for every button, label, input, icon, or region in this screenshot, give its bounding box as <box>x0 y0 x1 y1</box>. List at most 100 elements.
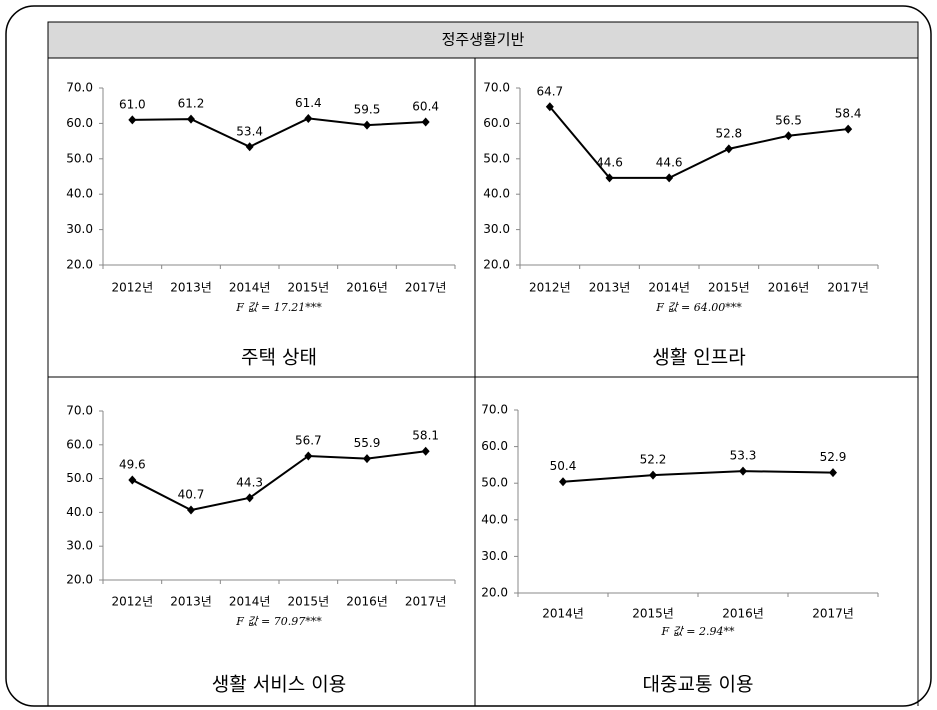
x-tick-label: 2012년 <box>112 595 154 609</box>
data-label: 40.7 <box>178 488 205 502</box>
marker <box>784 131 793 141</box>
y-tick-label: 60.0 <box>483 116 510 130</box>
data-label: 64.7 <box>536 84 563 98</box>
annotation: F 값 = 70.97*** <box>235 615 322 628</box>
x-tick-label: 2017년 <box>405 595 447 609</box>
y-tick-label: 40.0 <box>66 187 93 201</box>
marker <box>421 446 430 456</box>
y-tick-label: 30.0 <box>481 549 508 563</box>
y-tick-label: 50.0 <box>481 476 508 490</box>
y-tick-label: 60.0 <box>66 116 93 130</box>
y-tick-label: 40.0 <box>481 512 508 526</box>
data-label: 49.6 <box>119 457 146 471</box>
annotation: F 값 = 17.21*** <box>235 301 322 314</box>
y-tick-label: 20.0 <box>483 258 510 272</box>
data-label: 61.2 <box>178 97 205 111</box>
y-tick-label: 50.0 <box>66 151 93 165</box>
annotation: F 값 = 2.94** <box>661 625 735 638</box>
y-tick-label: 40.0 <box>66 505 93 519</box>
y-tick-label: 20.0 <box>481 586 508 600</box>
x-tick-label: 2014년 <box>542 607 584 621</box>
x-tick-label: 2017년 <box>812 607 854 621</box>
x-tick-label: 2015년 <box>288 281 330 295</box>
y-tick-label: 50.0 <box>483 151 510 165</box>
x-tick-label: 2015년 <box>632 607 674 621</box>
marker <box>844 124 853 134</box>
data-label: 52.8 <box>715 126 742 140</box>
data-label: 61.4 <box>295 96 322 110</box>
data-label: 58.1 <box>412 429 439 443</box>
line <box>132 117 426 148</box>
marker <box>605 173 614 183</box>
x-tick-label: 2013년 <box>170 595 212 609</box>
y-tick-label: 30.0 <box>483 222 510 236</box>
line <box>562 470 834 483</box>
x-tick-label: 2014년 <box>229 281 271 295</box>
data-label: 44.3 <box>236 475 263 489</box>
marker <box>304 113 313 123</box>
x-tick-label: 2014년 <box>648 281 690 295</box>
data-label: 52.2 <box>640 453 667 467</box>
x-tick-label: 2017년 <box>405 281 447 295</box>
x-tick-label: 2015년 <box>288 595 330 609</box>
data-label: 56.7 <box>295 433 322 447</box>
marker <box>559 477 567 487</box>
y-tick-label: 70.0 <box>481 403 508 417</box>
x-tick-label: 2016년 <box>346 595 388 609</box>
x-tick-label: 2013년 <box>170 281 212 295</box>
marker <box>724 144 733 154</box>
y-tick-label: 30.0 <box>66 539 93 553</box>
marker <box>363 120 371 130</box>
marker <box>128 115 137 125</box>
chart-title: 대중교통 이용 <box>643 674 754 696</box>
frame <box>5 5 932 707</box>
marker <box>128 475 137 485</box>
x-tick-label: 2016년 <box>768 281 810 295</box>
header-title: 정주생활기반 <box>442 31 525 49</box>
marker <box>245 493 254 503</box>
data-label: 58.4 <box>835 107 862 121</box>
data-label: 52.9 <box>820 450 847 464</box>
marker <box>421 117 430 127</box>
annotation: F 값 = 64.00*** <box>655 301 742 314</box>
data-label: 60.4 <box>412 99 439 113</box>
x-tick-label: 2012년 <box>529 281 571 295</box>
data-label: 44.6 <box>656 155 683 169</box>
data-label: 50.4 <box>550 459 577 473</box>
marker <box>545 102 554 112</box>
chart-title: 생활 인프라 <box>652 347 745 369</box>
data-label: 55.9 <box>354 436 381 450</box>
x-tick-label: 2015년 <box>708 281 750 295</box>
y-tick-label: 60.0 <box>481 439 508 453</box>
marker <box>829 468 837 478</box>
marker <box>649 470 657 480</box>
line <box>549 106 849 179</box>
y-tick-label: 20.0 <box>66 573 93 587</box>
marker <box>739 466 747 476</box>
marker <box>187 114 195 124</box>
x-tick-label: 2013년 <box>589 281 631 295</box>
chart-title: 생활 서비스 이용 <box>212 674 346 696</box>
line <box>131 450 426 512</box>
data-label: 53.4 <box>236 124 263 138</box>
y-tick-label: 70.0 <box>483 81 510 95</box>
y-tick-label: 70.0 <box>66 81 93 95</box>
y-tick-label: 60.0 <box>66 437 93 451</box>
marker <box>245 142 254 152</box>
x-tick-label: 2017년 <box>827 281 869 295</box>
marker <box>187 505 195 515</box>
data-label: 59.5 <box>354 103 381 117</box>
y-tick-label: 20.0 <box>66 258 93 272</box>
data-label: 56.5 <box>775 113 802 127</box>
marker <box>304 451 313 461</box>
y-tick-label: 70.0 <box>66 404 93 418</box>
data-label: 53.3 <box>730 449 757 463</box>
y-tick-label: 30.0 <box>66 222 93 236</box>
x-tick-label: 2016년 <box>722 607 764 621</box>
data-label: 44.6 <box>596 155 623 169</box>
y-tick-label: 40.0 <box>483 187 510 201</box>
x-tick-label: 2012년 <box>112 281 154 295</box>
header-bar <box>47 21 919 59</box>
data-label: 61.0 <box>119 97 146 111</box>
